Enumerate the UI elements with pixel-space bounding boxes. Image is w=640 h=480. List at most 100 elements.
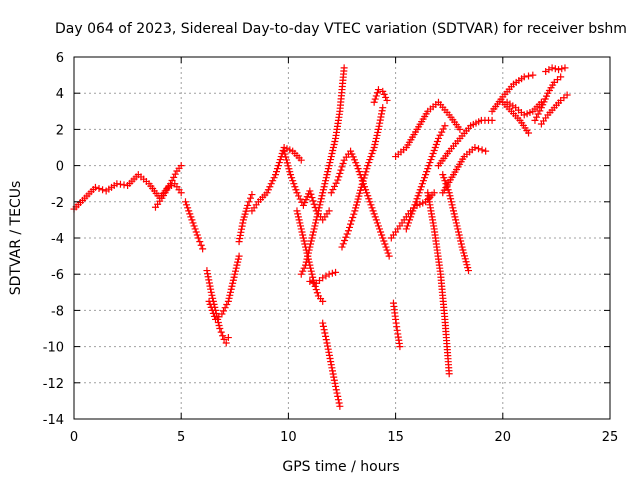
data-point	[450, 210, 458, 218]
data-point	[170, 173, 178, 181]
data-point	[370, 98, 378, 106]
y-tick-label: 4	[56, 87, 64, 102]
data-point	[297, 222, 305, 230]
data-point	[317, 195, 325, 203]
data-point	[488, 116, 496, 124]
x-tick-label: 20	[495, 430, 512, 445]
data-point	[208, 306, 216, 314]
data-point	[330, 376, 338, 384]
data-point	[319, 319, 327, 327]
data-point	[332, 268, 340, 276]
data-point	[222, 339, 230, 347]
data-point	[361, 183, 369, 191]
data-point	[230, 273, 238, 281]
data-point	[372, 134, 380, 142]
data-point	[377, 228, 385, 236]
data-point	[456, 125, 464, 133]
data-point	[335, 399, 343, 407]
data-point	[407, 213, 415, 221]
data-point	[454, 228, 462, 236]
y-tick-label: -14	[43, 413, 64, 428]
data-point	[332, 179, 340, 187]
data-point	[322, 174, 330, 182]
data-point	[237, 228, 245, 236]
data-point	[332, 382, 340, 390]
data-point	[193, 231, 201, 239]
tick-labels: 0 5 10 15 20 25 -14 -12 -10 -8 -6 -4 -2 0 2 4 6	[43, 51, 619, 445]
data-point	[461, 255, 469, 263]
data-point	[205, 276, 213, 284]
data-point	[356, 189, 364, 197]
data-point	[413, 195, 421, 203]
data-point	[372, 216, 380, 224]
data-point	[337, 166, 345, 174]
data-point	[285, 165, 293, 173]
data-point	[410, 204, 418, 212]
data-point	[416, 186, 424, 194]
data-point	[346, 223, 354, 231]
data-point	[555, 66, 563, 74]
data-point	[245, 198, 253, 206]
data-point	[439, 171, 447, 179]
data-point	[328, 150, 336, 158]
data-point	[475, 145, 483, 153]
data-point	[408, 210, 416, 218]
data-point	[293, 207, 301, 215]
data-point	[453, 222, 461, 230]
data-point	[352, 204, 360, 212]
data-point	[441, 122, 449, 130]
data-point	[308, 234, 316, 242]
data-point	[451, 213, 459, 221]
data-point	[558, 65, 566, 73]
data-point	[229, 279, 237, 287]
data-point	[354, 195, 362, 203]
data-point	[367, 201, 375, 209]
data-point	[368, 150, 376, 158]
data-point	[339, 240, 347, 248]
data-point	[349, 213, 357, 221]
data-point	[185, 207, 193, 215]
data-point	[303, 255, 311, 263]
data-point	[227, 288, 235, 296]
data-point	[327, 156, 335, 164]
data-point	[325, 348, 333, 356]
data-point	[417, 183, 425, 191]
data-point	[228, 282, 236, 290]
data-point	[329, 186, 337, 194]
data-point	[327, 189, 335, 197]
data-points	[70, 64, 571, 410]
data-point	[322, 332, 330, 340]
data-point	[440, 174, 448, 182]
data-point	[383, 96, 391, 104]
data-point	[357, 174, 365, 182]
data-point	[223, 301, 231, 309]
data-point	[404, 219, 412, 227]
data-point	[326, 159, 334, 167]
data-point	[221, 304, 229, 312]
data-point	[379, 104, 387, 112]
data-point	[371, 213, 379, 221]
x-tick-label: 5	[177, 430, 185, 445]
data-point	[335, 173, 343, 181]
data-point	[376, 116, 384, 124]
data-point	[227, 285, 235, 293]
data-point	[307, 237, 315, 245]
data-point	[376, 225, 384, 233]
data-point	[344, 227, 352, 235]
data-point	[374, 128, 382, 136]
data-point	[445, 370, 453, 378]
data-point	[520, 73, 528, 81]
data-point	[283, 156, 291, 164]
data-point	[430, 147, 438, 155]
data-point	[380, 237, 388, 245]
data-point	[300, 237, 308, 245]
data-point	[320, 183, 328, 191]
data-point	[482, 147, 490, 155]
x-tick-label: 15	[387, 430, 404, 445]
data-point	[328, 364, 336, 372]
data-point	[529, 71, 537, 79]
data-point	[229, 276, 237, 284]
data-point	[448, 201, 456, 209]
data-point	[456, 234, 464, 242]
data-point	[322, 336, 330, 344]
